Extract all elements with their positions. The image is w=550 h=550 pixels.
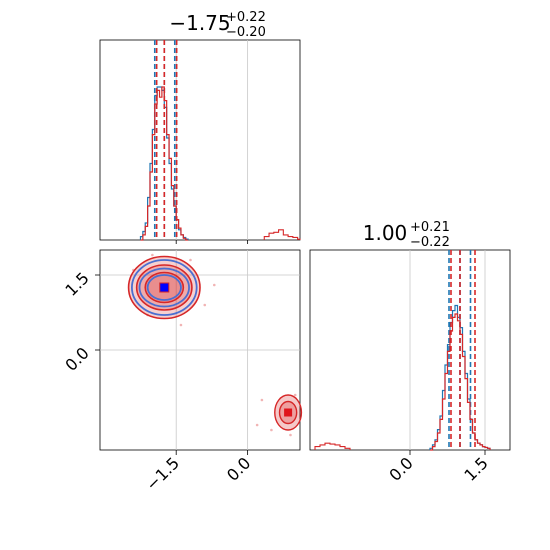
- scatter-point-0: [132, 268, 135, 272]
- hist-p1-red-hist: [140, 86, 189, 241]
- blue-center-marker: [160, 283, 169, 292]
- blue-contour-2: [131, 259, 198, 316]
- hist-p2-title: 1.00: [363, 221, 408, 245]
- scatter-point-7: [260, 398, 264, 402]
- hist-p2-title-sub: −0.22: [410, 235, 450, 250]
- scatter-xtick-label-0: −1.5: [142, 453, 183, 494]
- red-secondary-marker: [284, 408, 293, 417]
- blue-contour-1: [138, 267, 190, 308]
- scatter-ytick-label-0: 1.5: [61, 268, 92, 299]
- scatter-layer: [100, 250, 303, 450]
- scatter-point-11: [255, 423, 259, 427]
- hist-p1-layer: [139, 40, 301, 241]
- scatter-point-4: [179, 323, 183, 327]
- scatter-point-3: [203, 303, 207, 307]
- scatter-point-2: [189, 258, 192, 262]
- scatter-point-10: [289, 433, 292, 437]
- hist-p2-title-main: 1.00: [363, 221, 408, 245]
- hist-p2-layer: [314, 250, 491, 451]
- hist-p2-title-sup: +0.21: [410, 220, 450, 235]
- hist-p1-title: −1.75: [169, 11, 230, 35]
- tick-layer: −1.5 0.0 1.5 0.0 0.0 1.5: [61, 240, 492, 494]
- blue-contour-0: [146, 274, 182, 301]
- hist-p1-title-sub: −0.20: [226, 25, 266, 40]
- hist-p1-red-hist-secondary: [263, 229, 301, 240]
- hist-p2-red-hist-secondary: [314, 442, 351, 450]
- hist-p2-xtick-label-0: 0.0: [385, 453, 416, 484]
- scatter-point-8: [270, 428, 273, 432]
- scatter-point-1: [146, 313, 149, 317]
- scatter-point-5: [151, 253, 154, 257]
- scatter-point-9: [293, 393, 297, 397]
- hist-p1-title-sup: +0.22: [226, 10, 266, 25]
- hist-p1-title-main: −1.75: [169, 11, 230, 35]
- hist-p2-xtick-label-1: 1.5: [460, 453, 491, 484]
- scatter-point-6: [212, 283, 216, 287]
- scatter-ytick-label-1: 0.0: [61, 343, 92, 374]
- scatter-xtick-label-1: 0.0: [223, 453, 254, 484]
- hist-p1-frame: [99, 39, 301, 241]
